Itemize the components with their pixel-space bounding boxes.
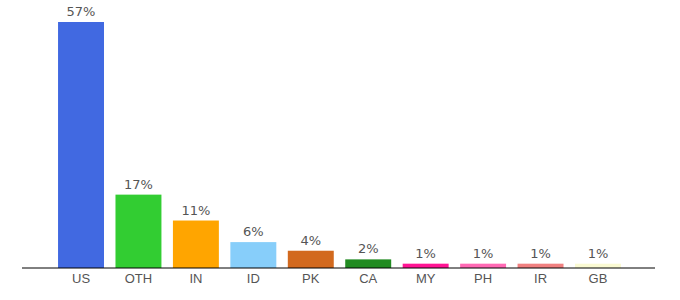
bar (345, 259, 391, 268)
data-label: 1% (588, 246, 609, 261)
bar (230, 242, 276, 268)
baseline (22, 268, 655, 269)
bar (58, 22, 104, 268)
bar (403, 264, 449, 268)
bar (288, 251, 334, 268)
tick-label: IR (534, 271, 547, 286)
tick: US (72, 271, 90, 286)
bar (518, 264, 564, 268)
tick-label: CA (359, 271, 377, 286)
tick: ID (247, 271, 260, 286)
tick-label: US (72, 271, 90, 286)
tick: MY (416, 271, 436, 286)
tick-label: IN (189, 271, 202, 286)
tick: IR (534, 271, 547, 286)
tick-label: MY (416, 271, 436, 286)
data-label: 1% (530, 246, 551, 261)
tick: PH (474, 271, 492, 286)
tick-label: ID (247, 271, 260, 286)
tick: CA (359, 271, 377, 286)
tick-label: PH (474, 271, 492, 286)
bars (58, 22, 621, 268)
tick: GB (589, 271, 608, 286)
data-label: 57% (67, 4, 96, 19)
data-label: 17% (124, 177, 153, 192)
bar (460, 264, 506, 268)
data-label: 2% (358, 241, 379, 256)
tick-label: OTH (125, 271, 152, 286)
data-label: 11% (181, 203, 210, 218)
bar (575, 264, 621, 268)
tick: OTH (125, 271, 152, 286)
chart: US OTH IN ID PK CA MY PH IR GB 57% 17% 11% 6% 4% 2% 1% 1%… (0, 0, 680, 300)
tick-label: GB (589, 271, 608, 286)
data-label: 1% (415, 246, 436, 261)
data-labels: 57% 17% 11% 6% 4% 2% 1% 1% 1% 1% (67, 4, 609, 261)
tick: IN (189, 271, 202, 286)
data-label: 6% (243, 224, 264, 239)
bar (115, 195, 161, 268)
data-label: 4% (300, 233, 321, 248)
tick-label: PK (302, 271, 320, 286)
x-axis: US OTH IN ID PK CA MY PH IR GB (72, 271, 607, 286)
bar (173, 221, 219, 268)
tick: PK (302, 271, 320, 286)
data-label: 1% (473, 246, 494, 261)
